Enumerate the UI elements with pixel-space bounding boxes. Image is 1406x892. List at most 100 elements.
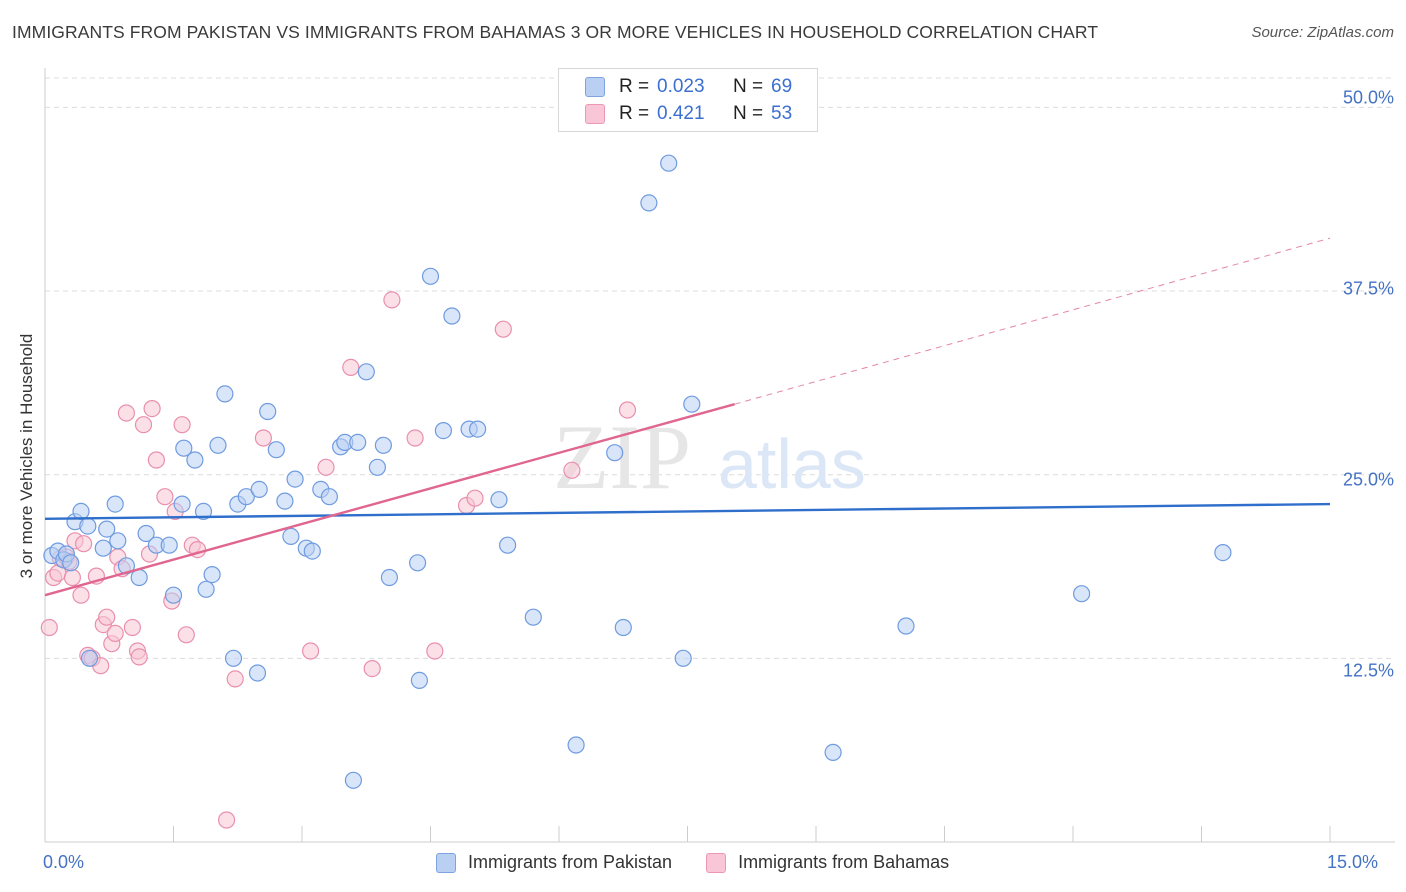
- pakistan-swatch: [585, 77, 605, 97]
- pakistan-point-51: [421, 267, 440, 285]
- pakistan-point-11: [106, 495, 124, 513]
- pakistan-point-27: [224, 649, 243, 667]
- legend-item-bahamas[interactable]: Immigrants from Bahamas: [706, 852, 949, 873]
- pakistan-point-44: [349, 433, 367, 451]
- pakistan-point-50: [410, 671, 428, 690]
- r-value-pakistan: 0.023: [657, 76, 705, 97]
- bahamas-point-27: [147, 451, 165, 469]
- bahamas-legend-swatch: [706, 852, 727, 873]
- bahamas-point-39: [317, 458, 335, 476]
- bahamas-point-44: [426, 642, 444, 660]
- bahamas-point-37: [254, 429, 272, 447]
- pakistan-point-62: [640, 194, 658, 212]
- bahamas-point-46: [466, 489, 484, 507]
- bahamas-point-41: [363, 659, 381, 678]
- bahamas-trendline: [44, 403, 735, 597]
- pakistan-point-30: [248, 664, 267, 682]
- bahamas-point-49: [618, 401, 637, 419]
- pakistan-point-56: [490, 491, 508, 509]
- legend-label-pakistan: Immigrants from Pakistan: [468, 852, 673, 872]
- source-label: Source: ZipAtlas.com: [1251, 24, 1394, 41]
- bahamas-point-48: [563, 461, 581, 479]
- chart-title: IMMIGRANTS FROM PAKISTAN VS IMMIGRANTS F…: [12, 22, 1099, 42]
- bahamas-point-15: [98, 608, 116, 626]
- bahamas-point-23: [130, 648, 148, 666]
- correlation-legend: R = 0.023 N = 69 R = 0.421 N = 53: [558, 68, 818, 132]
- r-value-bahamas: 0.421: [657, 103, 705, 124]
- y-tick-label-50: 50.0%: [1342, 87, 1394, 108]
- pakistan-point-67: [897, 617, 915, 635]
- r-label: R =: [619, 76, 650, 97]
- watermark: ZIP atlas: [553, 406, 866, 508]
- pakistan-point-6: [72, 502, 90, 520]
- pakistan-point-58: [524, 608, 542, 626]
- n-label: N =: [733, 76, 764, 97]
- pakistan-point-20: [173, 495, 191, 513]
- bahamas-point-8: [72, 586, 90, 604]
- r-label: R =: [619, 103, 650, 124]
- pakistan-point-32: [259, 402, 277, 421]
- bahamas-point-40: [342, 358, 360, 376]
- y-tick-label-37-5: 37.5%: [1342, 278, 1394, 299]
- bahamas-point-26: [143, 400, 161, 418]
- pakistan-point-4: [62, 554, 80, 572]
- pakistan-point-65: [683, 395, 701, 413]
- pakistan-point-35: [282, 527, 300, 546]
- pakistan-point-46: [368, 458, 386, 476]
- pakistan-point-8: [80, 649, 99, 667]
- bahamas-point-35: [218, 811, 236, 829]
- pakistan-point-43: [344, 771, 362, 789]
- pakistan-point-60: [606, 444, 624, 462]
- watermark-atlas: atlas: [718, 425, 866, 503]
- bahamas-swatch: [585, 104, 605, 124]
- pakistan-point-12: [109, 532, 127, 550]
- bahamas-point-6: [63, 568, 82, 587]
- pakistan-point-59: [567, 736, 585, 754]
- pakistan-point-21: [186, 451, 204, 469]
- legend-label-bahamas: Immigrants from Bahamas: [738, 852, 950, 872]
- bahamas-point-38: [302, 642, 320, 660]
- pakistan-point-38: [303, 542, 321, 560]
- pakistan-point-64: [674, 649, 692, 667]
- pakistan-point-29: [237, 488, 255, 506]
- pakistan-point-47: [374, 436, 392, 454]
- pakistan-point-36: [286, 470, 304, 488]
- pakistan-point-24: [203, 565, 221, 584]
- pakistan-point-34: [276, 492, 294, 510]
- bahamas-point-36: [226, 670, 244, 688]
- bahamas-point-28: [156, 488, 174, 506]
- pakistan-point-69: [1214, 543, 1232, 562]
- pakistan-point-15: [137, 524, 155, 543]
- y-axis-label: 3 or more Vehicles in Household: [17, 333, 36, 579]
- bahamas-point-0: [40, 618, 58, 637]
- pakistan-point-55: [469, 420, 487, 438]
- legend-item-pakistan[interactable]: Immigrants from Pakistan: [436, 852, 672, 873]
- pakistan-point-45: [357, 363, 375, 381]
- pakistan-point-52: [434, 422, 452, 440]
- pakistan-point-18: [164, 586, 183, 604]
- n-value-bahamas: 53: [771, 103, 793, 124]
- bahamas-point-17: [106, 624, 124, 643]
- pakistan-point-7: [79, 517, 97, 535]
- y-tick-label-25: 25.0%: [1342, 469, 1394, 490]
- pakistan-point-33: [267, 441, 285, 459]
- pakistan-point-22: [197, 580, 215, 598]
- legend-row-bahamas: R = 0.421 N = 53: [585, 102, 792, 126]
- bahamas-point-43: [406, 429, 424, 447]
- bahamas-point-21: [123, 618, 141, 637]
- pakistan-point-10: [98, 520, 116, 538]
- pakistan-point-61: [614, 618, 632, 637]
- pakistan-point-66: [824, 743, 842, 762]
- bahamas-point-47: [494, 320, 512, 338]
- bahamas-point-42: [383, 291, 401, 309]
- legend-row-pakistan: R = 0.023 N = 69: [585, 75, 792, 99]
- y-tick-label-12-5: 12.5%: [1342, 660, 1394, 681]
- pakistan-legend-swatch: [436, 852, 456, 873]
- bahamas-point-24: [134, 416, 153, 434]
- x-tick-label-max: 15.0%: [1327, 852, 1379, 872]
- pakistan-point-31: [250, 480, 268, 498]
- pakistan-point-25: [209, 436, 227, 454]
- n-label: N =: [733, 103, 764, 124]
- pakistan-point-68: [1072, 585, 1091, 603]
